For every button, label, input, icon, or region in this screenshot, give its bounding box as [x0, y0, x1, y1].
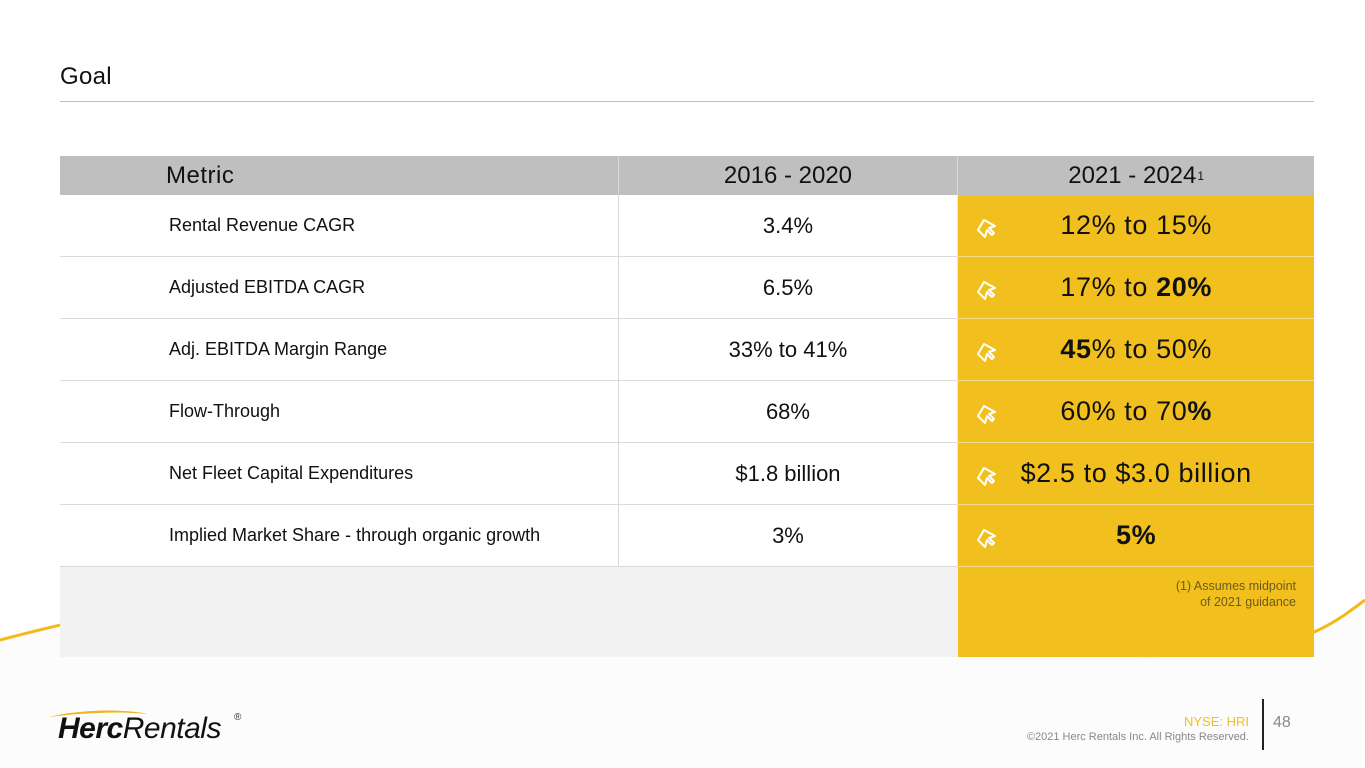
arrow-up-right-icon	[974, 464, 997, 486]
historical-cell: 6.5%	[617, 257, 958, 318]
target-cell: $2.5 to $3.0 billion	[957, 443, 1314, 505]
metric-label: Net Fleet Capital Expenditures	[169, 463, 414, 483]
ticker-symbol: NYSE: HRI	[1183, 714, 1249, 729]
copyright-text: ©2021 Herc Rentals Inc. All Rights Reser…	[1026, 731, 1249, 743]
metric-cell: Rental Revenue CAGR	[60, 195, 618, 256]
target-value: 17% to 20%	[1060, 272, 1212, 303]
historical-cell: 3.4%	[617, 195, 958, 256]
historical-value: 3%	[772, 522, 804, 548]
header-target-label: 2021 - 2024	[1068, 161, 1197, 189]
title-divider	[60, 101, 1314, 102]
target-value: 45% to 50%	[1060, 334, 1212, 365]
target-value: 60% to 70%	[1060, 396, 1212, 427]
target-cell: 60% to 70%	[957, 381, 1314, 443]
metric-cell: Implied Market Share - through organic g…	[60, 505, 618, 566]
target-cell: 12% to 15%	[957, 195, 1314, 257]
table-row: Flow-Through 68% 60% to 70%	[60, 381, 1314, 443]
footer-divider	[1262, 699, 1264, 750]
historical-cell: $1.8 billion	[617, 443, 958, 504]
footer-note-cell: (1) Assumes midpoint of 2021 guidance	[958, 567, 1314, 657]
table-row: Adjusted EBITDA CAGR 6.5% 17% to 20%	[60, 257, 1314, 319]
header-target: 2021 - 2024 1	[957, 156, 1314, 195]
table-row: Net Fleet Capital Expenditures $1.8 billi…	[60, 443, 1314, 505]
arrow-up-right-icon	[974, 278, 997, 300]
table-row: Implied Market Share - through organic g…	[60, 505, 1314, 567]
metric-cell: Flow-Through	[60, 381, 618, 442]
herc-rentals-logo: HercRentals	[58, 712, 221, 746]
footer-blank-metric	[60, 567, 618, 657]
footnote: (1) Assumes midpoint of 2021 guidance	[1176, 578, 1296, 610]
logo-herc: Herc	[58, 712, 123, 745]
metric-cell: Net Fleet Capital Expenditures	[60, 443, 618, 504]
target-cell: 5%	[957, 505, 1314, 567]
target-value-part: 12% to 15%	[1060, 210, 1212, 240]
metric-label: Rental Revenue CAGR	[169, 215, 356, 235]
historical-cell: 68%	[617, 381, 958, 442]
footer-blank-historical	[618, 567, 958, 657]
logo-swoosh-icon	[48, 710, 148, 717]
table-header: Metric 2016 - 2020 2021 - 2024 1	[60, 156, 1314, 195]
target-value-part: $2.5 to $3.0 billion	[1020, 458, 1252, 488]
metric-label: Implied Market Share - through organic g…	[169, 525, 541, 545]
historical-cell: 33% to 41%	[617, 319, 958, 380]
target-value-part: 20%	[1156, 272, 1212, 302]
metric-label: Adj. EBITDA Margin Range	[169, 339, 388, 359]
historical-value: 3.4%	[762, 212, 814, 238]
footnote-line-1: (1) Assumes midpoint	[1175, 579, 1296, 593]
metric-label: Flow-Through	[169, 401, 281, 421]
arrow-up-right-icon	[974, 526, 997, 548]
footnote-marker: 1	[1197, 168, 1205, 183]
table-row: Adj. EBITDA Margin Range 33% to 41% 45% to…	[60, 319, 1314, 381]
target-value-part: % to 50%	[1091, 334, 1212, 364]
historical-value: 68%	[765, 398, 810, 424]
historical-value: 6.5%	[762, 274, 814, 300]
page-number: 48	[1273, 714, 1291, 731]
target-value: 12% to 15%	[1060, 210, 1212, 241]
target-value-part: 5%	[1116, 520, 1157, 550]
target-value: 5%	[1116, 520, 1156, 551]
metric-label: Adjusted EBITDA CAGR	[169, 277, 366, 297]
target-cell: 45% to 50%	[957, 319, 1314, 381]
arrow-up-right-icon	[974, 340, 997, 362]
arrow-up-right-icon	[974, 216, 997, 238]
metric-cell: Adjusted EBITDA CAGR	[60, 257, 618, 318]
target-value-part: 17% to	[1060, 272, 1157, 302]
slide-title: Goal	[60, 63, 112, 90]
header-metric: Metric	[166, 161, 235, 189]
historical-cell: 3%	[617, 505, 958, 566]
metric-cell: Adj. EBITDA Margin Range	[60, 319, 618, 380]
logo-rentals: Rentals	[122, 712, 222, 745]
historical-value: 33% to 41%	[728, 336, 848, 362]
footnote-line-2: of 2021 guidance	[1200, 595, 1296, 609]
table-row: Rental Revenue CAGR 3.4% 12% to 15%	[60, 195, 1314, 257]
historical-value: $1.8 billion	[735, 460, 841, 486]
header-historical: 2016 - 2020	[617, 156, 958, 195]
target-value-part: 45	[1060, 334, 1092, 364]
target-value-part: %	[1187, 396, 1212, 426]
target-value-part: 60% to 70	[1060, 396, 1188, 426]
arrow-up-right-icon	[974, 402, 997, 424]
goals-table: Metric 2016 - 2020 2021 - 2024 1 Rental R…	[60, 156, 1314, 657]
target-value: $2.5 to $3.0 billion	[1021, 458, 1252, 489]
registered-mark: ®	[234, 712, 242, 723]
target-cell: 17% to 20%	[957, 257, 1314, 319]
table-footer-row: (1) Assumes midpoint of 2021 guidance	[60, 567, 1314, 657]
